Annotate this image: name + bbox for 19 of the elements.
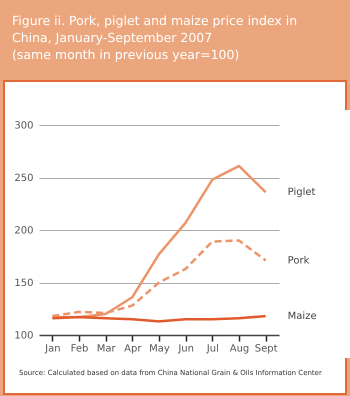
x-tick-label: Jun — [177, 344, 194, 354]
text: Pork — [288, 255, 310, 266]
x-tick-label: Mar — [96, 344, 116, 354]
text: Maize — [288, 311, 317, 322]
x-tick-label: Aug — [230, 344, 250, 354]
x-tick-label: Apr — [124, 344, 142, 354]
y-tick-label: 300 — [14, 120, 34, 132]
x-tick-label: Jul — [206, 344, 219, 354]
chart-title: Figure ii. Pork, piglet and maize price index in China, January-September 2007 — [12, 12, 298, 46]
x-tick-label: Feb — [70, 344, 88, 354]
x-tick-label: Jan — [44, 344, 61, 354]
y-tick-label: 200 — [14, 226, 34, 236]
y-tick-label: 100 — [14, 330, 34, 342]
chart-subtitle: (same month in previous year=100) — [12, 46, 240, 63]
text: Piglet — [288, 187, 316, 198]
y-tick-label: 150 — [14, 278, 34, 289]
x-tick-label: May — [149, 344, 170, 354]
x-tick-label: Sept — [254, 344, 278, 354]
y-tick-label: 250 — [14, 173, 34, 184]
